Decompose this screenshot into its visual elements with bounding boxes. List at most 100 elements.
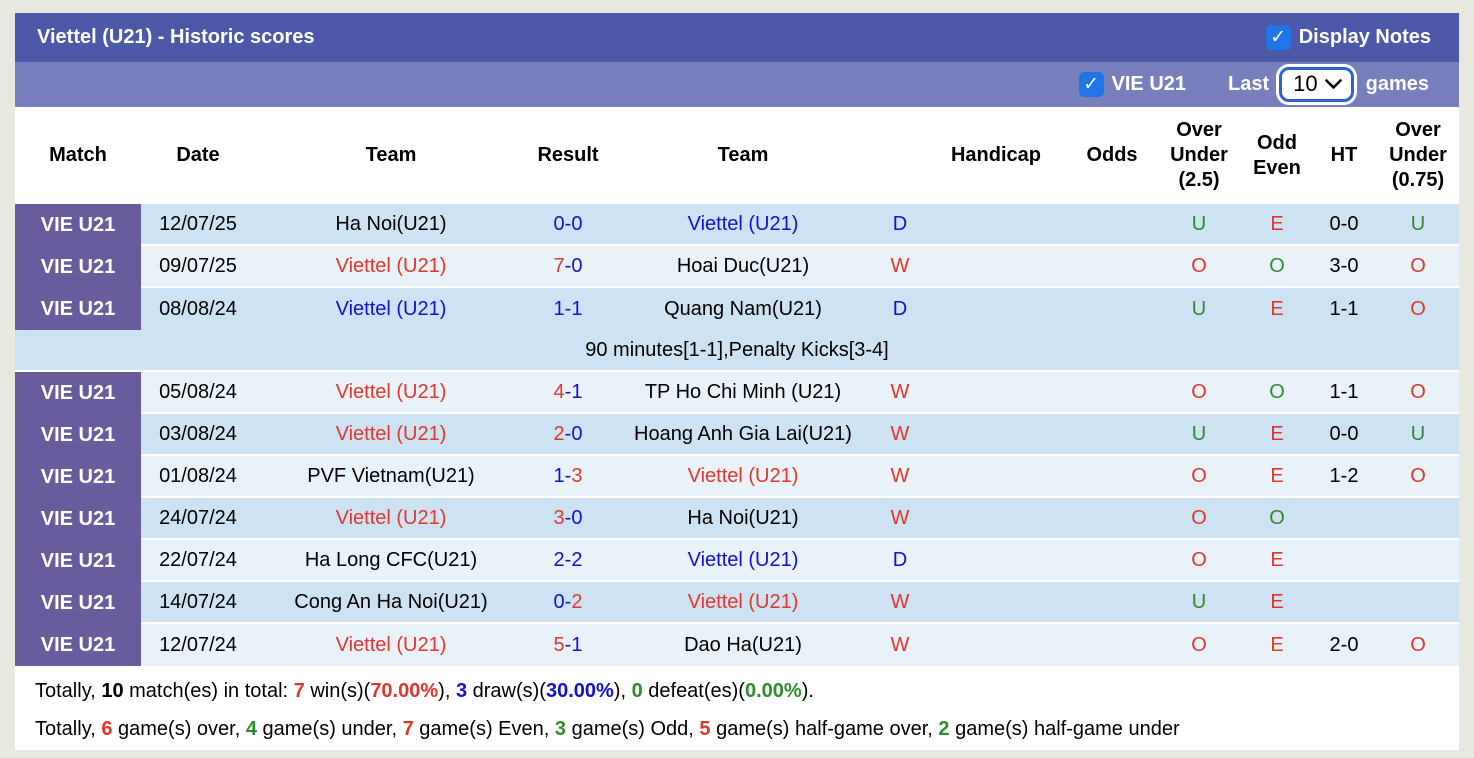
result-score: 1-3 xyxy=(527,456,609,498)
column-header-line: Over xyxy=(1176,119,1222,141)
column-header-line: Match xyxy=(49,144,107,166)
note-text: 90 minutes[1-1],Penalty Kicks[3-4] xyxy=(15,330,1459,372)
odd-even: E xyxy=(1243,288,1311,330)
handicap-cell xyxy=(923,414,1069,456)
score-part: - xyxy=(564,254,572,277)
summary-segment: 7 xyxy=(402,718,414,740)
win-draw-indicator: W xyxy=(877,498,923,540)
display-notes-toggle[interactable]: Display Notes xyxy=(1265,25,1431,50)
win-draw-indicator: D xyxy=(877,204,923,246)
half-time-score: 2-0 xyxy=(1311,624,1377,666)
column-header-line: Handicap xyxy=(950,144,1042,166)
handicap-cell xyxy=(923,498,1069,540)
half-time-score: 0-0 xyxy=(1311,414,1377,456)
over-under-25: U xyxy=(1155,414,1243,456)
games-count-value: 10 xyxy=(1293,71,1318,96)
display-notes-checkbox[interactable] xyxy=(1265,25,1291,50)
win-draw-indicator: D xyxy=(877,288,923,330)
games-count-select[interactable]: 10 xyxy=(1279,67,1354,102)
home-team: Viettel (U21) xyxy=(255,414,527,456)
summary-segment: 4 xyxy=(245,718,257,740)
column-header-ht: HT xyxy=(1311,143,1377,168)
over-under-075 xyxy=(1377,498,1459,540)
odd-even: E xyxy=(1243,540,1311,582)
home-team: Viettel (U21) xyxy=(255,246,527,288)
odds-cell xyxy=(1069,456,1155,498)
column-header-handicap: Handicap xyxy=(923,143,1069,168)
match-label: VIE U21 xyxy=(15,498,141,540)
win-draw-indicator: W xyxy=(877,456,923,498)
match-date: 01/08/24 xyxy=(141,456,255,498)
summary-segment: win(s)( xyxy=(304,680,371,702)
score-part: 0 xyxy=(571,254,583,277)
score-part: 0 xyxy=(571,422,583,445)
match-label: VIE U21 xyxy=(15,288,141,330)
column-header-match: Match xyxy=(15,143,141,168)
over-under-075: O xyxy=(1377,456,1459,498)
result-score: 0-0 xyxy=(527,204,609,246)
table-row: VIE U21 05/08/24 Viettel (U21) 4-1 TP Ho Chi… xyxy=(15,372,1459,414)
win-draw-indicator: W xyxy=(877,624,923,666)
result-score: 5-1 xyxy=(527,624,609,666)
score-part: 1 xyxy=(553,297,565,320)
table-row: VIE U21 14/07/24 Cong An Ha Noi(U21) 0-2 Vie… xyxy=(15,582,1459,624)
handicap-cell xyxy=(923,204,1069,246)
summary-segment: 30.00% xyxy=(545,680,614,702)
odd-even: O xyxy=(1243,498,1311,540)
summary-segment: ), xyxy=(613,680,632,702)
score-part: - xyxy=(564,506,572,529)
score-part: 4 xyxy=(553,380,565,403)
over-under-075: U xyxy=(1377,204,1459,246)
match-label: VIE U21 xyxy=(15,540,141,582)
column-header-team2: Team xyxy=(609,143,877,168)
match-label: VIE U21 xyxy=(15,246,141,288)
odds-cell xyxy=(1069,624,1155,666)
column-header-line: Over xyxy=(1395,119,1441,141)
over-under-25: U xyxy=(1155,582,1243,624)
away-team: Hoai Duc(U21) xyxy=(609,246,877,288)
summary-segment: match(es) in total: xyxy=(123,680,294,702)
away-team: Dao Ha(U21) xyxy=(609,624,877,666)
note-row: 90 minutes[1-1],Penalty Kicks[3-4] xyxy=(15,330,1459,372)
over-under-25: U xyxy=(1155,204,1243,246)
score-part: 1 xyxy=(571,633,583,656)
column-header-line: Date xyxy=(176,144,220,166)
over-under-075: O xyxy=(1377,624,1459,666)
team-filter-checkbox[interactable] xyxy=(1078,72,1104,97)
half-time-score: 3-0 xyxy=(1311,246,1377,288)
result-score: 4-1 xyxy=(527,372,609,414)
column-header-line: Team xyxy=(717,144,769,166)
summary-segment: 2 xyxy=(938,718,950,740)
summary-segment: game(s) half-game over, xyxy=(710,718,939,740)
summary-segment: defeat(es)( xyxy=(642,680,745,702)
page-title: Viettel (U21) - Historic scores xyxy=(37,26,315,48)
score-part: 2 xyxy=(571,548,583,571)
odd-even: E xyxy=(1243,456,1311,498)
summary-segment: 7 xyxy=(293,680,305,702)
table-row: VIE U21 09/07/25 Viettel (U21) 7-0 Hoai Duc(… xyxy=(15,246,1459,288)
win-draw-indicator: W xyxy=(877,414,923,456)
summary: Totally, 10 match(es) in total: 7 win(s)… xyxy=(15,666,1459,750)
score-part: 3 xyxy=(553,506,565,529)
score-part: 1 xyxy=(571,297,583,320)
score-part: 1 xyxy=(571,380,583,403)
table-row: VIE U21 08/08/24 Viettel (U21) 1-1 Quang Nam… xyxy=(15,288,1459,330)
away-team: Hoang Anh Gia Lai(U21) xyxy=(609,414,877,456)
handicap-cell xyxy=(923,372,1069,414)
odds-cell xyxy=(1069,498,1155,540)
summary-segment: 6 xyxy=(101,718,113,740)
score-part: 2 xyxy=(571,590,583,613)
home-team: PVF Vietnam(U21) xyxy=(255,456,527,498)
column-header-line: (2.5) xyxy=(1178,169,1220,191)
score-part: - xyxy=(564,212,572,235)
column-header-oddeven: Odd Even xyxy=(1243,131,1311,181)
odds-cell xyxy=(1069,414,1155,456)
title-bar: Viettel (U21) - Historic scores Display … xyxy=(15,13,1459,62)
score-part: 0 xyxy=(553,590,565,613)
summary-segment: Totally, xyxy=(35,680,102,702)
column-header-line: Under xyxy=(1389,144,1447,166)
over-under-25: O xyxy=(1155,372,1243,414)
score-part: 0 xyxy=(571,212,583,235)
column-header-line: Odd xyxy=(1257,131,1297,154)
summary-segment: 5 xyxy=(699,718,711,740)
